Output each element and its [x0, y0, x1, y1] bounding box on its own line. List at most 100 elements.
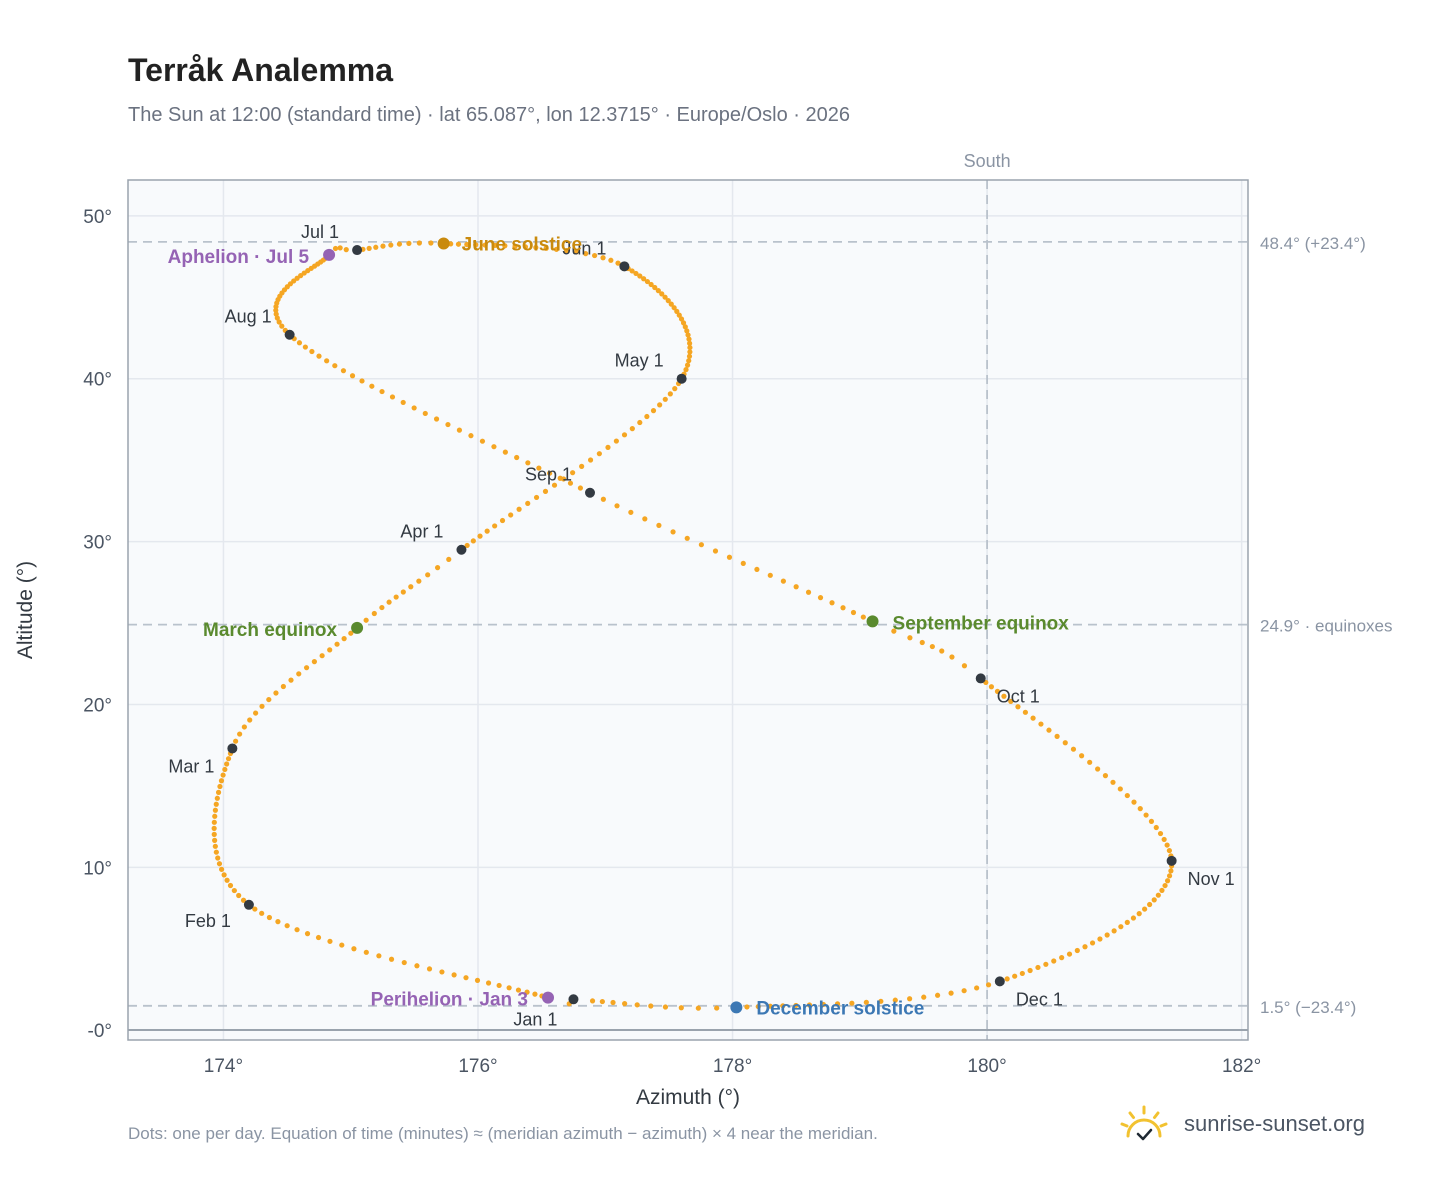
month-label: Aug 1 [225, 307, 272, 327]
x-tick-label: 178° [713, 1056, 752, 1077]
day-dot [1046, 727, 1052, 733]
day-dot [1143, 812, 1149, 818]
day-dot [650, 408, 657, 414]
day-dot [547, 470, 553, 476]
day-dot [212, 837, 218, 843]
day-dot [686, 336, 692, 342]
day-dot [499, 517, 506, 524]
y-tick-label: -0° [88, 1021, 113, 1042]
day-dot [680, 320, 687, 326]
day-dot [633, 270, 639, 277]
day-dot [266, 914, 273, 921]
month-label: Feb 1 [185, 911, 231, 931]
day-dot [615, 260, 621, 266]
day-dot [237, 731, 243, 737]
day-dot [1164, 878, 1171, 884]
day-dot [1110, 779, 1116, 785]
day-dot [542, 488, 549, 494]
day-dot [1035, 964, 1041, 971]
month-marker [243, 899, 254, 910]
day-dot [393, 594, 399, 600]
day-dot [1142, 906, 1148, 912]
month-label: Apr 1 [400, 522, 443, 542]
day-dot [686, 353, 693, 359]
day-dot [379, 604, 385, 611]
brand[interactable]: sunrise-sunset.org [1118, 1102, 1365, 1146]
day-dot [1066, 951, 1073, 957]
day-dot [533, 244, 539, 251]
day-dot [379, 388, 385, 395]
day-dot [324, 358, 330, 364]
day-dot [994, 688, 1001, 694]
day-dot [502, 449, 508, 455]
day-dot [600, 496, 606, 502]
day-dot [411, 405, 417, 411]
day-dot [273, 690, 279, 696]
day-dot [218, 866, 225, 872]
day-dot [628, 509, 634, 515]
day-dot [525, 500, 531, 507]
month-label: Sep 1 [525, 465, 572, 485]
day-dot [767, 572, 773, 578]
day-dot [629, 268, 635, 274]
day-dot [211, 825, 217, 831]
day-dot [506, 985, 512, 991]
day-dot [1004, 976, 1010, 982]
day-dot [512, 243, 518, 249]
day-dot [240, 897, 247, 903]
day-dot [485, 980, 492, 986]
day-dot [891, 628, 897, 634]
day-dot [820, 1001, 826, 1008]
day-dot [400, 399, 406, 406]
day-dot [629, 426, 635, 432]
day-dot [1082, 944, 1088, 950]
day-dot [961, 663, 968, 669]
day-dot [212, 807, 218, 813]
day-dot [678, 1005, 684, 1011]
day-dot [840, 605, 846, 611]
day-dot [1151, 897, 1157, 903]
day-dot [648, 1003, 654, 1009]
day-dot [388, 956, 395, 962]
day-dot [1162, 882, 1168, 889]
day-dot [479, 438, 486, 444]
day-dot [294, 927, 300, 933]
day-dot [536, 465, 542, 471]
day-dot [227, 882, 234, 889]
day-dot [613, 438, 619, 444]
month-label: May 1 [615, 351, 664, 371]
day-dot [446, 556, 452, 562]
day-dot [425, 572, 431, 578]
day-dot [266, 696, 272, 703]
day-dot [332, 363, 338, 369]
day-dot [516, 506, 522, 512]
day-dot [892, 997, 898, 1003]
day-dot [780, 578, 786, 584]
day-dot [570, 470, 576, 476]
y-tick-label: 30° [83, 533, 112, 554]
day-dot [907, 996, 913, 1002]
footnote: Dots: one per day. Equation of time (min… [128, 1124, 878, 1143]
day-dot [376, 953, 382, 959]
day-dot [434, 565, 441, 571]
day-dot [359, 378, 365, 384]
day-dot [303, 665, 310, 671]
day-dot [655, 288, 661, 294]
day-dot [919, 639, 925, 646]
day-dot [280, 683, 286, 690]
day-dot [525, 460, 531, 466]
event-markers: June solstice December solstice March equi… [168, 235, 1070, 1020]
y-tick-label: 20° [83, 695, 112, 716]
day-dot [351, 946, 357, 952]
day-dot [1157, 830, 1164, 837]
day-dot [416, 578, 422, 584]
plot-background [128, 180, 1248, 1040]
day-dot [805, 589, 812, 595]
event-label: June solstice [462, 235, 582, 256]
month-label: Jan 1 [513, 1009, 557, 1029]
day-dot [740, 560, 746, 566]
day-dot [366, 245, 372, 251]
day-dot [259, 703, 265, 709]
day-dot [464, 542, 470, 549]
day-dot [1166, 847, 1172, 854]
